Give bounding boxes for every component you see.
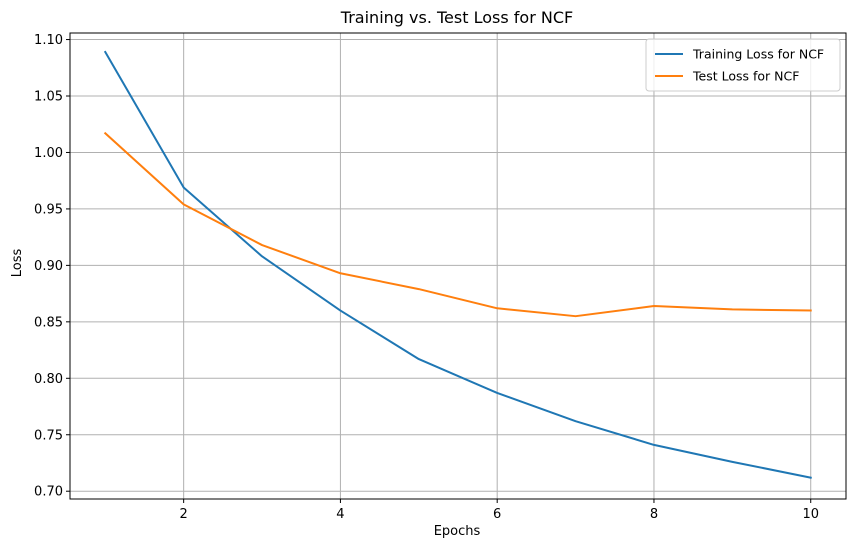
x-tick-label: 8	[650, 507, 658, 522]
test-loss-line	[103, 131, 812, 318]
test-loss-point	[732, 309, 733, 310]
training-loss-point	[653, 444, 654, 445]
test-loss-point	[575, 316, 576, 317]
test-loss-point	[810, 310, 811, 311]
x-axis-label: Epochs	[434, 524, 481, 539]
test-loss-point	[340, 273, 341, 274]
legend-box	[645, 38, 841, 92]
y-tick-label: 0.75	[34, 428, 63, 443]
y-axis: 0.70 0.75 0.80 0.85 0.90 0.95 1.00 1.05 1.10	[34, 33, 70, 500]
test-loss-point	[105, 133, 106, 134]
y-tick-label: 0.80	[34, 372, 63, 387]
test-loss-point	[653, 306, 654, 307]
training-loss-point	[810, 477, 811, 478]
y-tick-label: 1.10	[34, 33, 63, 48]
grid	[70, 33, 846, 499]
series-lines	[103, 50, 812, 479]
training-loss-point	[262, 256, 263, 257]
y-tick-label: 1.05	[34, 90, 63, 105]
x-tick-label: 2	[180, 507, 188, 522]
y-tick-label: 0.90	[34, 259, 63, 274]
y-tick-label: 0.85	[34, 315, 63, 330]
training-loss-point	[105, 51, 106, 52]
y-tick-label: 0.95	[34, 202, 63, 217]
training-loss-point	[418, 359, 419, 360]
legend-label-test: Test Loss for NCF	[692, 69, 799, 84]
training-loss-point	[340, 310, 341, 311]
x-tick-label: 4	[336, 507, 344, 522]
y-tick-label: 0.70	[34, 485, 63, 500]
legend: Training Loss for NCF Test Loss for NCF	[645, 38, 841, 92]
y-axis-label: Loss	[10, 249, 25, 278]
training-loss-point	[575, 421, 576, 422]
test-loss-point	[497, 308, 498, 309]
x-axis: 2 4 6 8 10	[180, 499, 819, 522]
test-loss-point	[183, 204, 184, 205]
training-loss-point	[497, 392, 498, 393]
plot-area-frame	[69, 32, 847, 500]
legend-label-training: Training Loss for NCF	[692, 47, 824, 62]
x-tick-label: 6	[493, 507, 501, 522]
x-tick-label: 10	[802, 507, 819, 522]
training-loss-point	[732, 461, 733, 462]
test-loss-point	[418, 289, 419, 290]
training-loss-point	[183, 187, 184, 188]
y-tick-label: 1.00	[34, 146, 63, 161]
chart-title: Training vs. Test Loss for NCF	[340, 8, 573, 27]
training-loss-line	[103, 50, 812, 479]
test-loss-point	[262, 245, 263, 246]
